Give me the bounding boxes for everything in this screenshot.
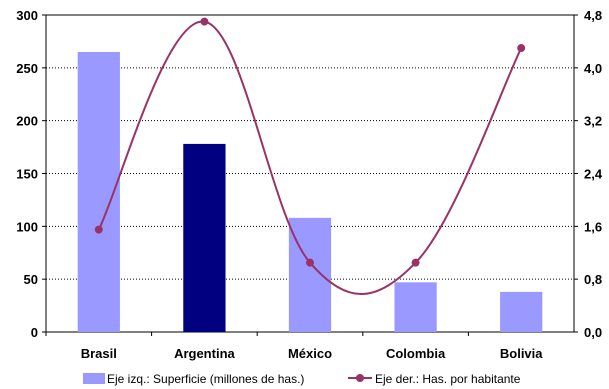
legend: Eje izq.: Superficie (millones de has.) … (83, 372, 521, 386)
legend-bar-swatch (83, 373, 105, 384)
line-point-colombia (411, 258, 420, 267)
right-tick-label: 1,6 (584, 219, 602, 234)
right-tick-label: 3,2 (584, 114, 602, 129)
line-series (94, 17, 526, 295)
category-axis: Brasil Argentina México Colombia Bolivia (45, 332, 543, 361)
left-axis: 0 50 100 150 200 250 300 (16, 8, 46, 340)
bar-mxico (288, 217, 332, 332)
right-tick-label: 2,4 (584, 167, 603, 182)
category-label: Argentina (174, 346, 235, 361)
line-point-argentina (200, 17, 209, 26)
right-tick-label: 0,0 (584, 325, 602, 340)
category-label: Bolivia (500, 346, 543, 361)
line-point-mxico (306, 258, 314, 267)
legend-bar-label: Eje izq.: Superficie (millones de has.) (107, 372, 304, 386)
right-tick-label: 4,0 (584, 61, 602, 76)
legend-line-label: Eje der.: Has. por habitante (375, 372, 521, 386)
left-tick-label: 150 (16, 167, 38, 182)
legend-line-marker (356, 374, 364, 382)
left-tick-label: 200 (16, 114, 38, 129)
right-axis: 0,0 0,8 1,6 2,4 3,2 4,0 4,8 (574, 8, 603, 340)
left-tick-label: 300 (16, 8, 38, 23)
bar-bolivia (500, 291, 543, 332)
line-path (97, 20, 523, 295)
bar-colombia (394, 282, 437, 332)
left-tick-label: 0 (31, 325, 38, 340)
category-label: Colombia (386, 346, 446, 361)
left-tick-label: 250 (16, 61, 38, 76)
left-tick-label: 50 (24, 272, 38, 287)
category-label: Brasil (81, 346, 117, 361)
line-point-brasil (94, 225, 103, 234)
left-tick-label: 100 (16, 219, 38, 234)
category-label: México (288, 346, 332, 361)
right-tick-label: 4,8 (584, 8, 602, 23)
line-point-bolivia (517, 44, 526, 53)
right-tick-label: 0,8 (584, 272, 602, 287)
bar-argentina (183, 143, 226, 332)
